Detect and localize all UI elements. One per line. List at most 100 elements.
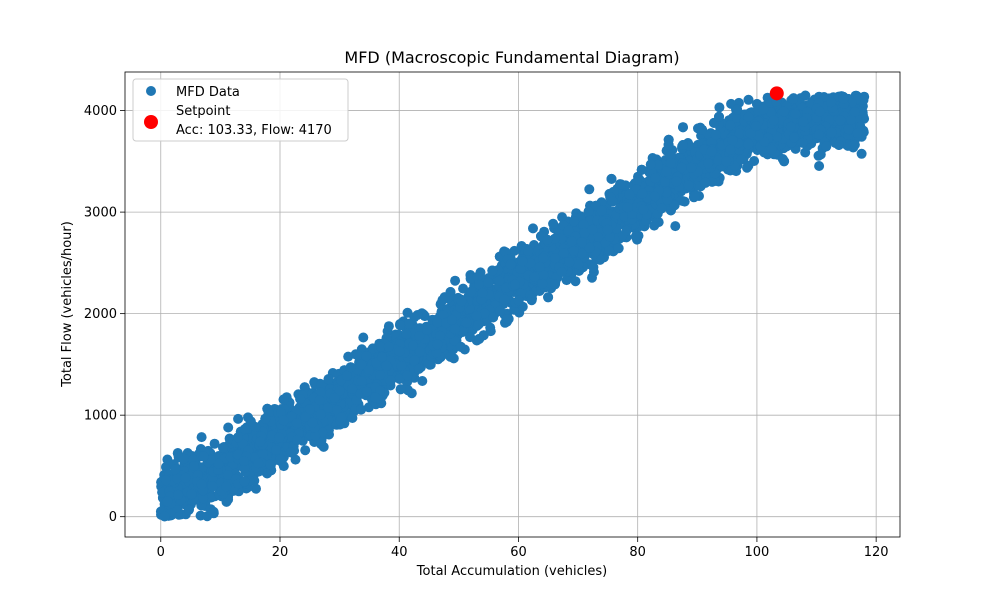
mfd-data-point [706,146,717,157]
mfd-data-point [222,470,233,480]
mfd-data-point [370,392,381,403]
mfd-data-point [233,413,244,424]
mfd-data-point [183,504,194,515]
mfd-data-point [661,187,672,198]
mfd-data-point [517,256,528,267]
mfd-data-point [564,257,575,268]
mfd-data-point [700,177,711,188]
mfd-data-point [315,409,326,420]
mfd-data-point [576,248,587,259]
x-axis-ticks: 0 20 40 60 80 100 120 [157,537,889,560]
mfd-data-point [788,93,799,104]
mfd-data-point [743,139,754,150]
mfd-data-point [779,156,790,167]
mfd-data-point [833,140,844,150]
mfd-data-point [322,402,333,413]
mfd-data-point [395,384,406,395]
mfd-data-point [513,295,524,306]
mfd-data-point [790,108,801,119]
mfd-data-point [437,295,448,306]
mfd-data-point [395,320,406,331]
mfd-data-point [563,225,574,236]
mfd-data-point [223,422,234,433]
y-tick-label: 1000 [84,409,117,424]
mfd-data-point [361,386,372,397]
mfd-data-point [347,413,358,423]
mfd-data-point [445,351,456,362]
mfd-data-point [334,385,345,396]
mfd-data-point [568,245,579,256]
mfd-data-point [474,279,484,290]
mfd-data-point [622,202,633,213]
mfd-data-point [341,370,352,381]
y-axis-label: Total Flow (vehicles/hour) [60,221,75,388]
mfd-data-point [750,121,761,131]
mfd-data-point [196,432,207,443]
mfd-data-point [669,200,680,211]
mfd-data-point [265,459,276,470]
mfd-data-point [671,176,682,187]
mfd-data-point [361,351,372,362]
mfd-data-point [278,415,289,426]
mfd-data-point [396,360,407,371]
mfd-data-point [826,127,837,138]
mfd-data-point [843,124,854,135]
mfd-data-point [291,418,302,429]
x-tick-label: 120 [864,545,889,560]
mfd-data-point [573,259,584,270]
mfd-data-point [401,329,412,340]
mfd-data-point [766,107,776,118]
mfd-data-point [849,139,860,150]
mfd-data-point [645,159,656,170]
mfd-data-point [409,355,420,366]
mfd-data-point [422,324,433,335]
mfd-data-point [613,243,624,254]
mfd-data-point [538,253,549,264]
mfd-data-point [455,341,466,352]
legend: MFD Data Setpoint Acc: 103.33, Flow: 417… [132,78,349,142]
mfd-data-point [402,370,413,381]
mfd-data-point [534,261,545,272]
mfd-data-point [275,454,286,464]
mfd-data-point [558,248,569,259]
setpoint-marker [769,86,784,101]
mfd-data-point [343,351,354,362]
x-tick-label: 20 [272,545,289,560]
mfd-data-point [487,265,498,276]
mfd-data-point [186,489,197,500]
mfd-data-point [245,416,256,427]
mfd-data-point [714,102,725,113]
mfd-data-point [743,94,754,105]
mfd-data-point [758,104,769,115]
mfd-data-point [604,245,615,256]
mfd-data-point [198,493,209,504]
mfd-data-point [300,411,311,422]
mfd-data-point [285,447,296,458]
mfd-data-point [835,115,846,126]
mfd-data-point [595,254,606,265]
mfd-data-point [483,277,494,288]
mfd-data-point [797,137,808,148]
mfd-data-point [665,150,676,161]
mfd-data-point [798,116,809,127]
mfd-data-point [561,275,572,286]
mfd-data-point [683,180,694,191]
mfd-data-point [736,154,747,165]
mfd-data-point [566,236,577,247]
mfd-data-point [456,296,467,307]
mfd-data-point [356,404,366,415]
mfd-data-point [734,128,745,139]
mfd-data-point [417,376,428,386]
mfd-data-point [383,341,394,352]
mfd-data-point [858,95,869,105]
mfd-data-point [415,346,425,357]
mfd-data-point [821,141,832,152]
setpoint-marker-group [769,86,784,101]
mfd-data-point [458,283,469,294]
mfd-data-point [583,206,594,217]
mfd-data-point [686,162,697,173]
mfd-data-point [457,326,468,337]
mfd-data-point [713,155,724,166]
mfd-data-point [721,156,732,167]
mfd-data-point [172,473,183,484]
